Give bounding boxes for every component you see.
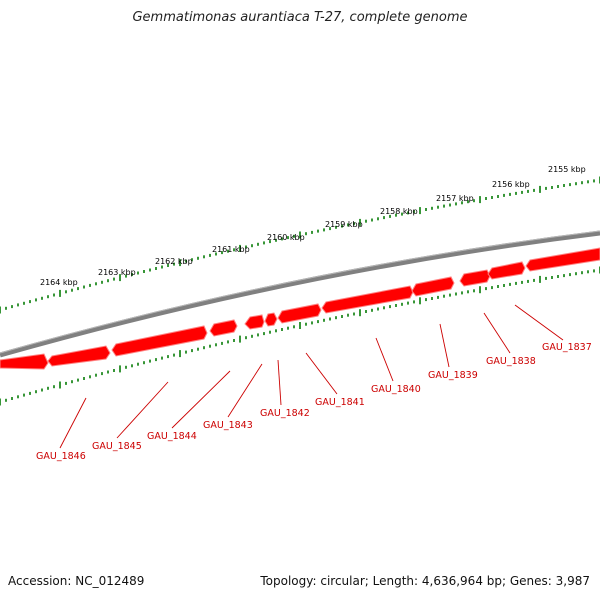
gene-arrow [111, 325, 208, 357]
scale-label: 2160 kbp [267, 233, 305, 242]
scale-label: 2162 kbp [155, 257, 193, 266]
gene-labels: GAU_1837 GAU_1838 GAU_1839 GAU_1840 GAU_1841… [36, 304, 592, 462]
accession-text: Accession: NC_012489 [8, 574, 145, 588]
genome-backbone [0, 230, 600, 358]
gene-label-leader [171, 370, 231, 429]
gene-arrow [525, 247, 600, 272]
gene-arrow [47, 345, 111, 367]
scale-label: 2155 kbp [548, 165, 586, 174]
gene-label-leader [277, 359, 282, 406]
gene-arrow [264, 312, 278, 327]
gene-arrow [321, 285, 414, 314]
scale-label: 2157 kbp [436, 194, 474, 203]
gene-label: GAU_1846 [36, 451, 86, 462]
genome-summary-text: Topology: circular; Length: 4,636,964 bp… [260, 574, 590, 588]
gene-label-leader [514, 304, 564, 341]
gene-arrow [487, 261, 526, 280]
gene-label: GAU_1844 [147, 431, 197, 442]
gene-arrow [411, 276, 455, 297]
scale-labels: 2155 kbp 2156 kbp 2157 kbp 2158 kbp 2159 kbp… [40, 165, 586, 287]
gene-label: GAU_1840 [371, 384, 421, 395]
gene-label: GAU_1842 [260, 408, 310, 419]
gene-label: GAU_1838 [486, 356, 536, 367]
gene-label-leader [439, 323, 450, 368]
gene-label-leader [483, 312, 511, 354]
gene-label: GAU_1837 [542, 342, 592, 353]
upper-ruler [0, 176, 600, 314]
gene-label: GAU_1839 [428, 370, 478, 381]
gene-arrow [277, 303, 322, 324]
genome-backbone-highlight [0, 230, 600, 354]
gene-arrow [459, 269, 491, 287]
scale-label: 2159 kbp [325, 220, 363, 229]
gene-arrow [0, 353, 49, 370]
gene-label-leader [305, 352, 338, 395]
gene-label-leader [116, 381, 169, 439]
gene-arrow [244, 314, 265, 330]
map-title: Gemmatimonas aurantiaca T-27, complete g… [132, 10, 468, 25]
gene-label-leader [227, 363, 263, 418]
scale-label: 2164 kbp [40, 278, 78, 287]
lower-ruler [0, 266, 600, 406]
scale-label: 2163 kbp [98, 268, 136, 277]
scale-label: 2161 kbp [212, 245, 250, 254]
gene-label: GAU_1845 [92, 441, 142, 452]
gene-label-leader [375, 337, 394, 382]
gene-label: GAU_1843 [203, 420, 253, 431]
gene-features [0, 247, 600, 370]
scale-label: 2156 kbp [492, 180, 530, 189]
gene-label: GAU_1841 [315, 397, 365, 408]
gene-arrow [209, 319, 238, 337]
scale-label: 2158 kbp [380, 207, 418, 216]
gene-label-leader [59, 397, 87, 449]
